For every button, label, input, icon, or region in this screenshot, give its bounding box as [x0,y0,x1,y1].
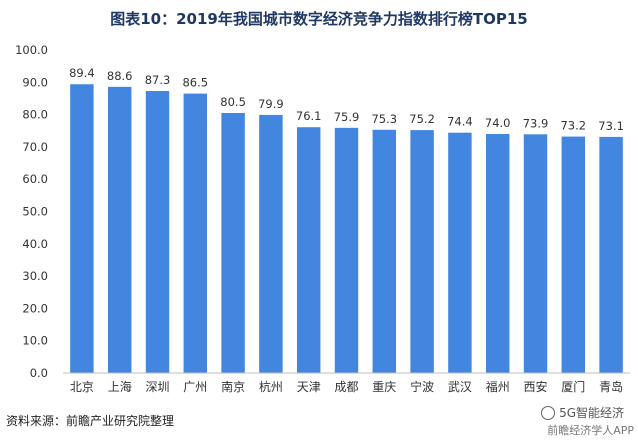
x-tick-label: 重庆 [372,380,396,394]
data-label: 75.9 [334,110,360,124]
y-tick-label: 60.0 [22,172,48,186]
chart-title: 图表10：2019年我国城市数字经济竞争力指数排行榜TOP15 [110,10,528,28]
source-note: 资料来源：前瞻产业研究院整理 [6,414,175,428]
x-axis: 北京 上海 深圳 广州 南京 杭州 天津 成都 重庆 宁波 武汉 福州 西安 厦门 青岛 [63,372,630,394]
bar [448,132,472,373]
bar [296,127,321,374]
y-tick-label: 80.0 [22,108,48,122]
x-tick-label: 北京 [70,380,94,394]
bar [523,134,548,373]
data-label: 79.9 [258,97,284,111]
x-tick-label: 厦门 [561,379,585,394]
x-tick-label: 福州 [486,379,510,394]
x-tick-label: 武汉 [448,380,472,394]
data-label: 87.3 [145,73,171,87]
data-label: 86.5 [182,76,208,90]
data-label: 73.1 [598,119,624,133]
x-tick-label: 青岛 [599,379,623,394]
y-tick-label: 10.0 [22,334,48,348]
x-tick-label: 天津 [297,380,321,394]
bar [410,130,434,373]
y-tick-label: 30.0 [22,269,48,283]
x-tick-label: 宁波 [410,379,434,394]
x-tick-label: 上海 [108,379,132,394]
y-tick-label: 50.0 [22,205,48,219]
bar [70,84,94,373]
bars: 89.4 88.6 87.3 86.5 80.5 79.9 76.1 75.9 75.3 75.2… [69,66,624,374]
data-label: 88.6 [107,69,133,83]
y-axis: 0.0 10.0 20.0 30.0 40.0 50.0 60.0 70.0 80.0 90.0 1… [15,43,48,380]
x-tick-label: 广州 [183,380,207,394]
data-label: 74.0 [485,116,511,130]
bar [107,86,132,374]
data-label: 89.4 [69,66,95,80]
y-tick-label: 90.0 [22,75,48,89]
y-tick-label: 0.0 [30,366,48,380]
data-label: 75.3 [371,112,397,126]
y-tick-label: 70.0 [22,140,48,154]
data-label: 73.2 [560,119,586,133]
x-tick-label: 成都 [334,380,358,394]
y-tick-label: 40.0 [22,237,48,251]
watermark: 5G智能经济 [541,404,624,421]
x-tick-label: 深圳 [145,380,169,394]
bar [485,133,510,373]
y-tick-label: 20.0 [22,301,48,315]
bar [259,114,283,373]
wechat-icon [541,405,556,420]
x-tick-label: 西安 [523,379,547,394]
data-label: 76.1 [296,109,322,123]
data-label: 73.9 [523,116,549,130]
y-tick-label: 100.0 [15,43,48,57]
bar [221,112,245,374]
x-tick-label: 杭州 [259,379,283,394]
x-tick-label: 南京 [221,379,245,394]
watermark-sub: 前瞻经济学人APP [547,424,634,437]
watermark-name: 5G智能经济 [559,406,624,420]
bar [561,136,586,373]
bar [334,127,359,373]
data-label: 75.2 [409,112,435,126]
bar [599,136,623,373]
bar [183,93,208,373]
data-label: 80.5 [220,95,246,109]
bar [372,129,397,373]
data-label: 74.4 [447,115,473,129]
bar [145,91,170,374]
